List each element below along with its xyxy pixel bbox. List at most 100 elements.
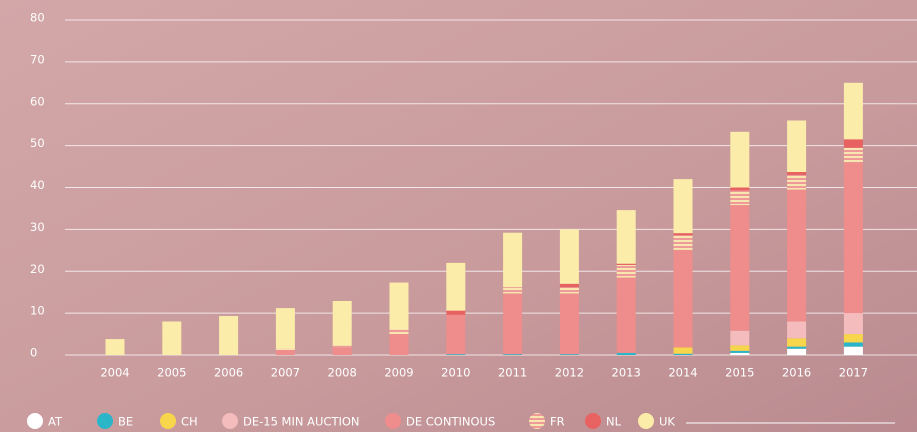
bar-segment <box>389 334 409 355</box>
bar-segment <box>843 139 863 148</box>
legend-label: FR <box>550 415 565 429</box>
x-tick-label: 2010 <box>441 366 470 380</box>
bar-segment <box>730 190 750 206</box>
legend-label: DE-15 MIN AUCTION <box>243 415 360 429</box>
bar-segment <box>559 287 579 294</box>
y-tick-label: 50 <box>30 136 45 150</box>
bar-segment <box>843 82 863 140</box>
bar-segment <box>219 316 239 355</box>
bar-segment <box>730 330 750 346</box>
bar-segment <box>559 283 579 288</box>
bar-segment <box>616 277 636 353</box>
bar-segment <box>503 287 523 294</box>
bar-segment <box>389 329 409 335</box>
x-tick-label: 2012 <box>555 366 584 380</box>
bar-segment <box>332 300 352 346</box>
bar-segment <box>787 189 807 322</box>
bar-segment <box>730 350 750 353</box>
bar-segment <box>787 321 807 339</box>
x-tick-label: 2017 <box>839 366 868 380</box>
x-tick-label: 2014 <box>668 366 697 380</box>
legend-swatch <box>27 413 43 429</box>
legend-swatch <box>385 413 401 429</box>
x-tick-label: 2013 <box>612 366 641 380</box>
bar-segment <box>787 172 807 175</box>
y-tick-label: 80 <box>30 11 45 25</box>
bar-segment <box>843 147 863 163</box>
bar-segment <box>787 338 807 347</box>
bar-segment <box>559 354 579 355</box>
x-tick-label: 2011 <box>498 366 527 380</box>
bar-segment <box>843 346 863 355</box>
bar-segment <box>787 174 807 190</box>
bar-segment <box>787 120 807 173</box>
bar-segment <box>787 346 807 349</box>
bar-segment <box>162 321 182 355</box>
bar-segment <box>559 229 579 284</box>
bar-segment <box>843 334 863 343</box>
bar-segment <box>787 348 807 355</box>
y-tick-label: 30 <box>30 220 45 234</box>
bar-segment <box>503 232 523 288</box>
bar-segment <box>673 249 693 348</box>
x-tick-label: 2016 <box>782 366 811 380</box>
bar-segment <box>446 314 466 355</box>
bar-segment <box>673 233 693 236</box>
y-tick-label: 0 <box>30 346 37 360</box>
y-tick-label: 20 <box>30 262 45 276</box>
bar-segment <box>503 293 523 355</box>
x-tick-label: 2007 <box>271 366 300 380</box>
bar-segment <box>105 339 125 355</box>
bar-segment <box>730 345 750 351</box>
bar-segment <box>673 353 693 355</box>
legend-label: AT <box>48 415 63 429</box>
bar-segment <box>673 235 693 250</box>
y-tick-label: 70 <box>30 52 45 66</box>
bar-segment <box>616 264 636 278</box>
legend-swatch <box>160 413 176 429</box>
y-tick-label: 40 <box>30 178 45 192</box>
bar-segment <box>559 293 579 355</box>
bar-segment <box>275 308 295 349</box>
legend-swatch <box>222 413 238 429</box>
bar-segment <box>275 349 295 355</box>
y-tick-label: 10 <box>30 304 45 318</box>
legend-swatch <box>585 413 601 429</box>
bar-segment <box>389 282 409 330</box>
bar-segment <box>843 162 863 314</box>
x-tick-label: 2006 <box>214 366 243 380</box>
legend-swatch <box>529 413 545 429</box>
bar-segment <box>503 354 523 355</box>
bar-segment <box>730 352 750 355</box>
plot: 0 10 20 30 40 50 60 70 80 2004 2005 2006 2007 2008 200… <box>27 11 917 429</box>
bar-segment <box>446 354 466 355</box>
bar-segment <box>275 348 295 350</box>
x-tick-label: 2005 <box>157 366 186 380</box>
bar-segment <box>616 263 636 265</box>
legend-label: UK <box>659 415 675 429</box>
legend-swatch <box>638 413 654 429</box>
bar-segment <box>616 352 636 355</box>
bar-segment <box>332 345 352 348</box>
legend-label: DE CONTINOUS <box>406 415 495 429</box>
bar-segment <box>446 262 466 311</box>
bar-segment <box>730 131 750 188</box>
legend-label: NL <box>606 415 622 429</box>
legend-label: CH <box>181 415 198 429</box>
bar-segment <box>843 342 863 347</box>
bar-segment <box>446 310 466 315</box>
bar-segment <box>673 347 693 354</box>
x-tick-label: 2008 <box>328 366 357 380</box>
bar-segment <box>673 179 693 234</box>
bar-segment <box>843 313 863 335</box>
bar-segment <box>616 210 636 264</box>
legend-label: BE <box>118 415 133 429</box>
bar-segment <box>730 205 750 331</box>
x-tick-label: 2015 <box>725 366 754 380</box>
x-tick-label: 2004 <box>100 366 129 380</box>
y-tick-label: 60 <box>30 94 45 108</box>
bar-segment <box>332 347 352 355</box>
x-tick-label: 2009 <box>384 366 413 380</box>
